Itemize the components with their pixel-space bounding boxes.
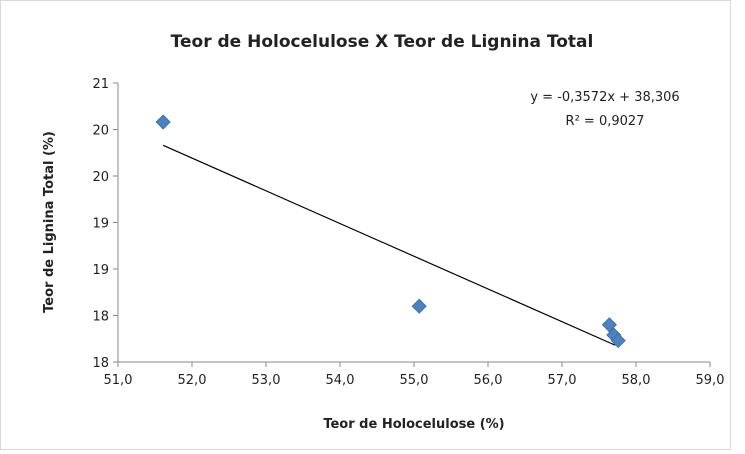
y-tick-label: 19: [92, 263, 109, 278]
x-tick-label: 52,0: [178, 373, 207, 388]
y-tick-label: 21: [92, 77, 109, 92]
x-tick-label: 55,0: [400, 373, 429, 388]
y-tick-label: 19: [92, 217, 109, 232]
x-tick-label: 57,0: [548, 373, 577, 388]
point: [601, 317, 617, 333]
point: [610, 333, 626, 349]
x-tick-label: 56,0: [474, 373, 503, 388]
chart-title: Teor de Holocelulose X Teor de Lignina T…: [171, 32, 594, 52]
trendline: [162, 144, 616, 346]
point: [155, 114, 171, 130]
y-tick-label: 18: [92, 310, 109, 325]
x-tick-label: 51,0: [104, 373, 133, 388]
x-tick-label: 54,0: [326, 373, 355, 388]
x-tick-label: 59,0: [696, 373, 725, 388]
y-tick-label: 20: [92, 124, 109, 139]
y-tick-label: 18: [92, 356, 109, 371]
x-tick-label: 58,0: [622, 373, 651, 388]
x-axis-title: Teor de Holocelulose (%): [323, 417, 504, 432]
chart-frame: [0, 0, 731, 450]
y-axis-title: Teor de Lignina Total (%): [42, 131, 57, 313]
equation: y = -0,3572x + 38,306: [530, 90, 679, 105]
point: [411, 298, 427, 314]
y-tick-label: 20: [92, 170, 109, 185]
x-tick-label: 53,0: [252, 373, 281, 388]
r-squared: R² = 0,9027: [566, 114, 645, 129]
